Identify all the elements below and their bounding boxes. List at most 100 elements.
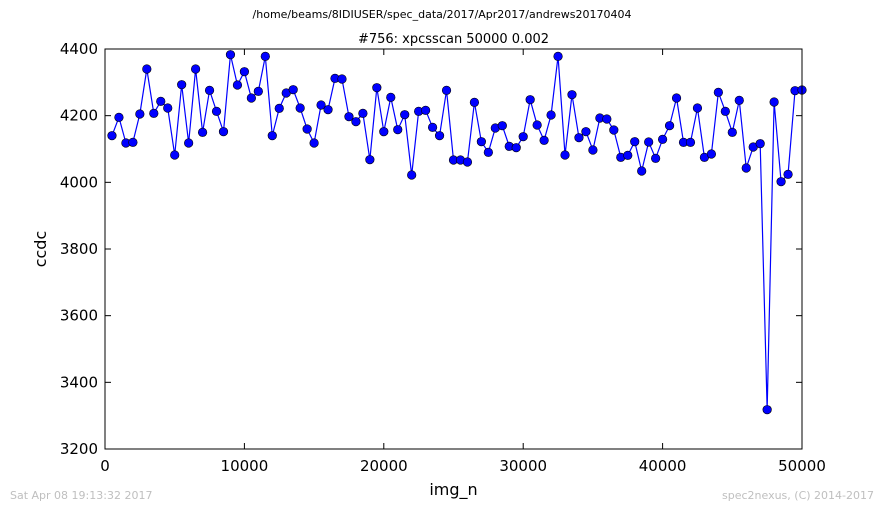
data-point: [288, 85, 298, 95]
data-point: [365, 155, 375, 165]
y-axis-label: ccdc: [31, 231, 50, 268]
data-point: [434, 131, 445, 141]
data-point: [588, 145, 598, 155]
data-point: [239, 67, 249, 77]
data-point: [553, 51, 563, 61]
data-point: [107, 131, 117, 141]
data-point: [128, 137, 138, 147]
data-point: [197, 127, 208, 137]
data-point: [149, 108, 159, 118]
data-point: [379, 127, 389, 137]
footer-timestamp: Sat Apr 08 19:13:32 2017: [10, 489, 153, 502]
x-tick-label: 0: [100, 457, 110, 475]
data-point: [232, 80, 243, 90]
x-tick-label: 10000: [221, 457, 269, 475]
y-tick-label: 3800: [60, 240, 98, 258]
data-point: [560, 150, 570, 160]
data-point: [637, 166, 647, 176]
data-point: [142, 64, 152, 74]
data-point: [253, 86, 263, 96]
data-point: [783, 169, 793, 179]
data-point: [218, 127, 229, 137]
data-point: [260, 51, 270, 61]
data-point: [567, 90, 577, 100]
data-point: [630, 137, 640, 147]
data-point: [204, 85, 215, 95]
data-point: [309, 138, 319, 148]
data-point: [741, 163, 751, 173]
x-tick-label: 50000: [778, 457, 826, 475]
data-point: [211, 106, 222, 116]
y-tick-label: 3200: [60, 440, 98, 458]
data-point: [762, 405, 772, 415]
y-tick-label: 4000: [60, 173, 98, 191]
x-tick-label: 40000: [639, 457, 687, 475]
data-point: [776, 177, 786, 187]
data-point: [706, 149, 716, 159]
y-tick-label: 3400: [60, 373, 98, 391]
data-point: [114, 112, 124, 122]
data-point: [657, 134, 668, 144]
data-point: [316, 100, 326, 110]
data-point: [295, 103, 305, 113]
data-point: [574, 133, 584, 143]
data-point: [469, 97, 480, 107]
data-point: [184, 138, 194, 148]
y-tick-label: 4200: [60, 107, 98, 125]
data-point: [525, 95, 535, 105]
data-point: [727, 127, 737, 137]
data-point: [274, 103, 284, 113]
data-point: [393, 125, 403, 135]
data-point: [664, 121, 675, 131]
data-point: [358, 108, 368, 118]
data-point: [602, 114, 612, 124]
data-point: [337, 74, 347, 84]
data-point: [427, 122, 438, 132]
data-point: [421, 105, 431, 115]
data-point: [344, 112, 354, 122]
data-point: [191, 64, 201, 74]
y-tick-label: 3600: [60, 307, 98, 325]
data-point: [581, 127, 591, 137]
data-point: [386, 92, 396, 102]
data-point: [720, 106, 730, 116]
data-point: [156, 96, 166, 106]
data-point: [546, 110, 556, 120]
data-point: [323, 105, 333, 115]
data-point: [755, 139, 765, 149]
data-point: [651, 153, 661, 163]
data-point: [400, 110, 410, 120]
data-point: [497, 121, 507, 131]
data-point: [734, 95, 744, 105]
plot-frame: [104, 48, 803, 450]
data-point: [246, 93, 256, 103]
x-tick-label: 30000: [499, 457, 547, 475]
data-point: [692, 103, 703, 113]
data-point: [483, 147, 493, 157]
data-point: [685, 137, 696, 147]
file-path-title: /home/beams/8IDIUSER/spec_data/2017/Apr2…: [252, 8, 632, 21]
data-point: [177, 80, 187, 90]
data-point: [476, 137, 486, 147]
data-point: [539, 135, 549, 145]
plot-series: [107, 50, 807, 415]
data-point: [302, 124, 312, 134]
data-point: [267, 131, 277, 141]
data-point: [511, 143, 521, 153]
data-point: [609, 125, 619, 135]
data-point: [644, 137, 654, 147]
data-point: [135, 109, 145, 119]
data-point: [170, 150, 180, 160]
axis-ticks: 0 10000 20000 30000 40000 50000 3200 3400 3600 38…: [60, 40, 826, 475]
data-point: [518, 132, 528, 142]
data-point: [441, 85, 452, 95]
data-point: [163, 103, 173, 113]
y-tick-label: 4400: [60, 40, 98, 58]
data-point: [225, 50, 236, 60]
data-point: [351, 117, 361, 127]
data-point: [462, 157, 473, 167]
data-point: [532, 120, 542, 130]
data-point: [769, 97, 779, 107]
data-point: [407, 170, 417, 180]
